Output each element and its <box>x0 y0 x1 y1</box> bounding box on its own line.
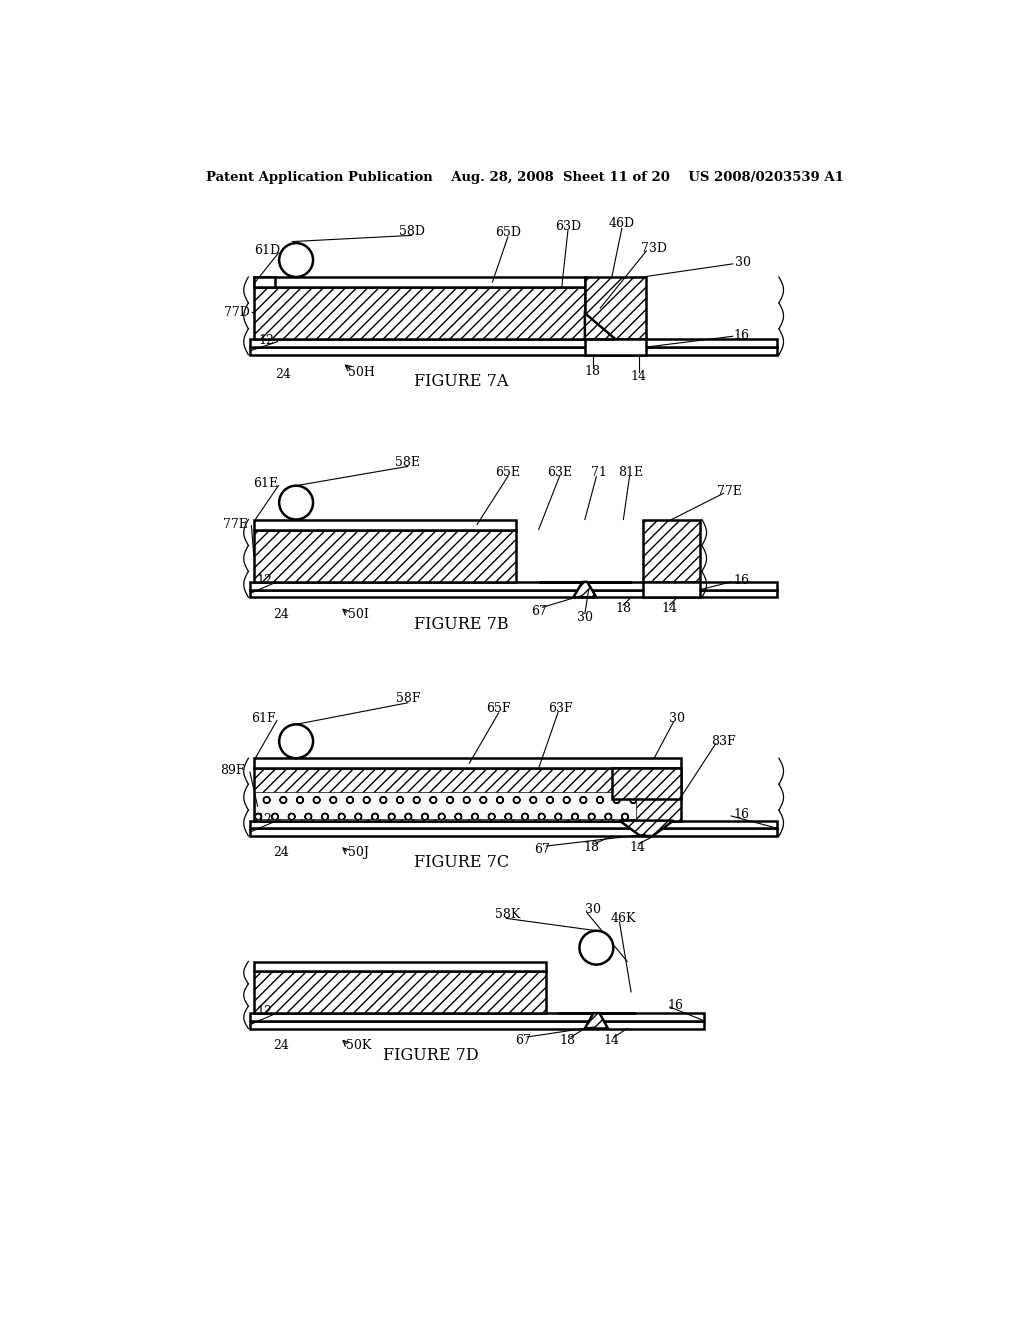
Text: 30: 30 <box>670 711 685 725</box>
Text: Patent Application Publication    Aug. 28, 2008  Sheet 11 of 20    US 2008/02035: Patent Application Publication Aug. 28, … <box>206 172 844 185</box>
Text: 18: 18 <box>583 841 599 854</box>
Text: 71: 71 <box>591 466 606 479</box>
Text: 16: 16 <box>733 329 750 342</box>
Text: 65D: 65D <box>495 226 521 239</box>
Text: 12: 12 <box>257 574 272 587</box>
Text: 16: 16 <box>668 999 684 1012</box>
Text: 61E: 61E <box>254 477 279 490</box>
Text: 46D: 46D <box>608 218 635 231</box>
Circle shape <box>580 931 613 965</box>
Text: 16: 16 <box>733 808 750 821</box>
Text: 77D: 77D <box>224 306 250 319</box>
Bar <box>250 821 777 829</box>
Text: 67: 67 <box>515 1035 531 1047</box>
Text: 30: 30 <box>585 903 600 916</box>
Bar <box>250 339 777 347</box>
Text: 81E: 81E <box>618 466 644 479</box>
Bar <box>254 277 275 286</box>
Text: 77E: 77E <box>717 484 742 498</box>
Bar <box>254 529 515 582</box>
Text: 63E: 63E <box>547 466 572 479</box>
Text: 65F: 65F <box>486 702 511 715</box>
Text: 50J: 50J <box>348 846 369 859</box>
Text: 50H: 50H <box>348 366 375 379</box>
Circle shape <box>280 486 313 520</box>
Text: 63D: 63D <box>555 219 581 232</box>
Text: 65E: 65E <box>496 466 520 479</box>
Bar <box>254 961 547 970</box>
Bar <box>250 590 777 598</box>
Text: 14: 14 <box>604 1035 620 1047</box>
Bar <box>611 768 681 799</box>
Bar <box>254 758 681 768</box>
Polygon shape <box>573 582 596 598</box>
Text: 77E: 77E <box>223 517 248 531</box>
Bar <box>643 582 700 598</box>
Text: 58K: 58K <box>496 908 520 921</box>
Bar <box>254 520 515 529</box>
Bar <box>585 339 646 355</box>
Text: 12: 12 <box>257 813 272 825</box>
Bar <box>643 520 700 582</box>
Bar <box>254 970 547 1014</box>
Text: 58D: 58D <box>398 224 425 238</box>
Text: 89F: 89F <box>220 764 245 777</box>
Text: 18: 18 <box>560 1035 575 1047</box>
Text: 73D: 73D <box>641 242 668 255</box>
Text: 50I: 50I <box>348 607 369 620</box>
Bar <box>250 1014 705 1020</box>
Polygon shape <box>620 821 674 836</box>
Text: FIGURE 7C: FIGURE 7C <box>414 854 509 871</box>
Text: 30: 30 <box>734 256 751 269</box>
Circle shape <box>280 243 313 277</box>
Bar <box>254 768 681 821</box>
Text: 83F: 83F <box>711 735 736 748</box>
Bar <box>250 829 777 836</box>
Bar <box>255 792 637 818</box>
Text: 24: 24 <box>273 1039 290 1052</box>
Text: 14: 14 <box>662 602 678 615</box>
Text: 58F: 58F <box>395 693 420 705</box>
Bar <box>254 286 585 339</box>
Text: FIGURE 7B: FIGURE 7B <box>415 615 509 632</box>
Text: 14: 14 <box>631 370 647 383</box>
Polygon shape <box>585 313 615 339</box>
Text: 61D: 61D <box>255 244 281 257</box>
Bar <box>250 582 777 590</box>
Bar <box>250 347 777 355</box>
Text: 18: 18 <box>615 602 632 615</box>
Circle shape <box>280 725 313 758</box>
Bar <box>254 277 585 286</box>
Text: 24: 24 <box>275 367 291 380</box>
Text: FIGURE 7A: FIGURE 7A <box>415 374 509 391</box>
Bar <box>250 1020 705 1028</box>
Text: 24: 24 <box>273 846 290 859</box>
Text: 46K: 46K <box>610 912 636 925</box>
Text: 63F: 63F <box>548 702 572 715</box>
Text: 67: 67 <box>530 605 547 618</box>
Text: 24: 24 <box>273 607 290 620</box>
Text: 67: 67 <box>535 843 551 857</box>
Text: 18: 18 <box>585 366 600 379</box>
Text: 50K: 50K <box>346 1039 371 1052</box>
Text: 30: 30 <box>577 611 593 624</box>
Text: FIGURE 7D: FIGURE 7D <box>383 1047 478 1064</box>
Text: 14: 14 <box>629 841 645 854</box>
Text: 12: 12 <box>258 334 274 347</box>
Text: 16: 16 <box>733 574 750 587</box>
Text: 58E: 58E <box>395 455 420 469</box>
Polygon shape <box>585 1014 608 1028</box>
Text: 12: 12 <box>257 1005 272 1018</box>
Bar <box>585 277 646 339</box>
Text: 61F: 61F <box>252 711 276 725</box>
